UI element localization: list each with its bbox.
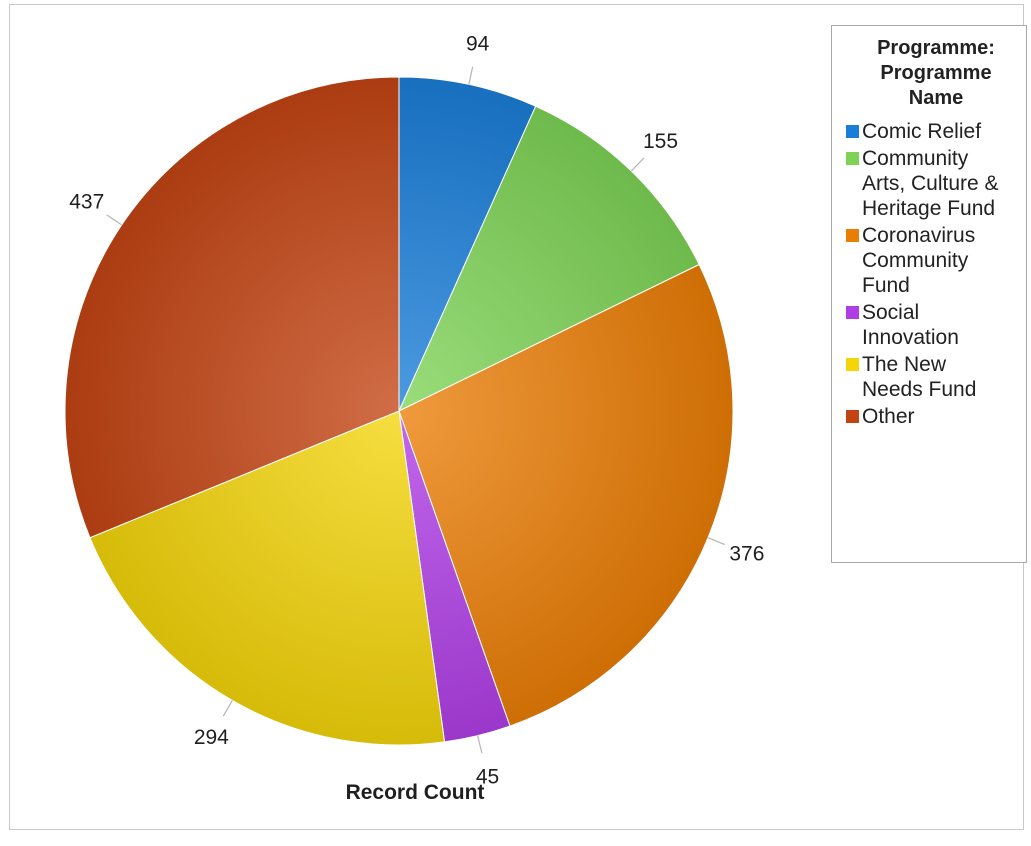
leader-line <box>707 537 725 546</box>
legend-label: Comic Relief <box>862 120 982 143</box>
legend-label: The New Needs Fund <box>862 353 977 401</box>
legend-item: Other <box>846 404 1018 429</box>
legend-item: The New Needs Fund <box>846 352 1018 402</box>
legend-items: Comic Relief Community Arts, Culture & He… <box>846 119 1018 429</box>
legend-swatch <box>846 125 859 138</box>
leader-line <box>106 214 122 226</box>
leader-line <box>222 700 233 717</box>
legend-swatch <box>846 410 859 423</box>
legend: Programme: Programme Name Comic Relief Co… <box>831 25 1027 563</box>
pie-slice-coronavirus-community-fund <box>398 263 734 727</box>
chart-frame: 94 155 376 45 294 437 Record Count Programme:… <box>9 4 1027 830</box>
legend-label: Social Innovation <box>862 301 959 349</box>
legend-title: Programme: Programme Name <box>877 37 995 109</box>
leader-line <box>468 66 474 85</box>
legend-item: Community Arts, Culture & Heritage Fund <box>846 146 1018 221</box>
legend-label: Other <box>862 405 915 428</box>
value-label: 94 <box>466 32 490 55</box>
legend-item: Coronavirus Community Fund <box>846 223 1018 298</box>
value-label: 294 <box>194 726 229 749</box>
pie-slices <box>64 76 734 746</box>
value-label: 376 <box>729 543 764 566</box>
legend-swatch <box>846 358 859 371</box>
legend-swatch <box>846 306 859 319</box>
leader-line <box>477 735 483 754</box>
value-label: 437 <box>69 191 104 214</box>
legend-item: Social Innovation <box>846 300 1018 350</box>
legend-label: Coronavirus Community Fund <box>862 224 976 297</box>
legend-label: Community Arts, Culture & Heritage Fund <box>862 147 999 220</box>
leader-line <box>630 157 645 172</box>
pie-chart: 94 155 376 45 294 437 <box>64 32 764 788</box>
pie-slice-other <box>64 76 400 539</box>
chart-title: Record Count <box>345 781 485 804</box>
value-label: 155 <box>643 130 678 153</box>
pie-slice-the-new-needs-fund <box>89 410 446 746</box>
legend-item: Comic Relief <box>846 119 1018 144</box>
legend-swatch <box>846 229 859 242</box>
pie-value-labels: 94 155 376 45 294 437 <box>69 32 764 788</box>
value-label: 45 <box>476 765 499 788</box>
legend-swatch <box>846 152 859 165</box>
